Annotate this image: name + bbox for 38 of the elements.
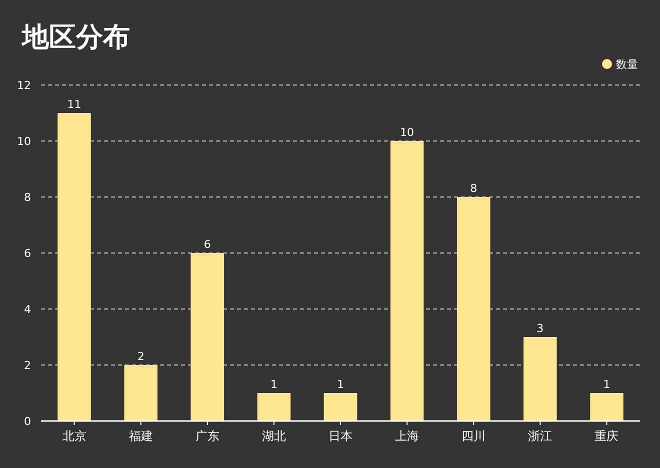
- x-tick-label: 浙江: [528, 429, 552, 443]
- data-label: 1: [337, 378, 344, 391]
- data-label: 2: [137, 350, 144, 363]
- 数量: 11 2 6 1 1 10 8 3 1: [58, 98, 624, 421]
- data-label: 8: [470, 182, 478, 195]
- bar: [456, 197, 490, 421]
- y-tick-label: 0: [24, 415, 31, 428]
- chart-title: 地区分布: [21, 22, 130, 53]
- x-tick-label: 重庆: [594, 429, 619, 443]
- data-label: 1: [270, 378, 278, 391]
- x-tick-label: 上海: [395, 429, 420, 443]
- bar: [257, 393, 291, 421]
- y-tick-label: 8: [24, 191, 31, 204]
- legend: 数量: [602, 58, 638, 71]
- data-label: 11: [67, 98, 82, 111]
- data-label: 10: [400, 126, 414, 139]
- legend-label: 数量: [616, 58, 638, 71]
- x-tick-label: 四川: [462, 429, 486, 443]
- y-tick-label: 6: [24, 247, 31, 260]
- bar: [124, 365, 158, 421]
- x-tick-label: 广东: [195, 429, 220, 443]
- bar: [58, 113, 91, 421]
- y-tick-label: 12: [17, 79, 31, 92]
- x-tick-label: 湖北: [262, 429, 286, 443]
- y-tick-label: 10: [17, 135, 31, 148]
- y-tick-label: 2: [24, 359, 31, 372]
- bar: [590, 393, 624, 421]
- y-tick-label: 4: [24, 303, 31, 316]
- data-label: 6: [204, 238, 211, 251]
- data-label: 3: [536, 322, 544, 335]
- bar: [524, 337, 557, 421]
- x-tick-label: 北京: [62, 429, 86, 443]
- bar: [324, 393, 358, 421]
- bar: [390, 141, 424, 421]
- x-tick-label: 福建: [128, 429, 153, 443]
- data-label: 1: [603, 378, 610, 391]
- x-tick-label: 日本: [328, 429, 352, 443]
- bar: [190, 253, 224, 421]
